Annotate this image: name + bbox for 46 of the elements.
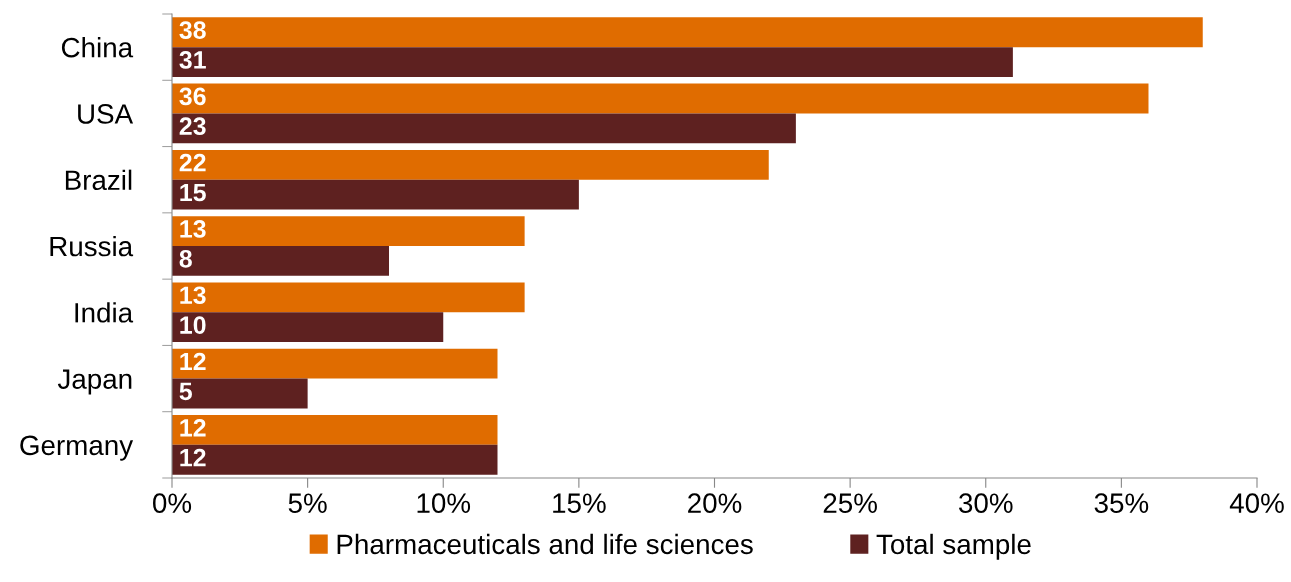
data-label: 31	[179, 51, 206, 69]
data-label: 8	[179, 249, 192, 268]
legend-label: Pharmaceuticals and life sciences	[337, 533, 753, 555]
data-label: 22	[179, 153, 206, 172]
x-tick-label: 0%	[153, 493, 192, 513]
bar	[172, 246, 389, 276]
legend-label: Total sample	[876, 533, 1031, 560]
y-tick-label: Russia	[50, 235, 134, 257]
bar	[172, 216, 525, 246]
y-tick-label: Germany	[20, 435, 134, 461]
y-tick-label: Brazil	[65, 169, 132, 191]
data-label: 10	[180, 316, 206, 334]
data-label: 36	[179, 87, 206, 106]
data-label: 12	[180, 352, 206, 371]
bar	[172, 444, 498, 475]
x-tick-label: 15%	[553, 493, 606, 513]
x-tick-label: 25%	[823, 493, 877, 513]
data-label: 12	[180, 418, 206, 437]
data-label: 5	[179, 382, 192, 401]
x-tick-label: 10%	[417, 493, 471, 513]
data-label: 15	[180, 183, 206, 202]
data-label: 12	[180, 448, 206, 467]
bar	[172, 348, 498, 379]
bar	[172, 179, 579, 210]
bar	[172, 415, 498, 445]
data-label: 23	[179, 117, 206, 136]
y-tick-label: Japan	[57, 369, 132, 395]
x-tick-label: 5%	[288, 493, 327, 513]
bar	[172, 47, 1013, 77]
bar	[172, 378, 308, 409]
bar	[172, 149, 769, 180]
bar	[172, 282, 525, 313]
y-tick-label: India	[75, 302, 134, 323]
bar	[172, 17, 1203, 48]
x-tick-label: 30%	[959, 493, 1013, 513]
x-tick-label: 40%	[1229, 493, 1284, 513]
data-label: 13	[180, 220, 206, 238]
data-label: 38	[179, 21, 206, 39]
x-tick-label: 35%	[1094, 493, 1149, 513]
bar	[172, 113, 796, 144]
data-label: 13	[180, 286, 206, 305]
x-tick-label: 20%	[688, 493, 742, 513]
bar	[172, 83, 1149, 114]
y-tick-label: China	[61, 37, 134, 58]
bar	[172, 312, 444, 343]
y-tick-label: USA	[78, 104, 134, 124]
